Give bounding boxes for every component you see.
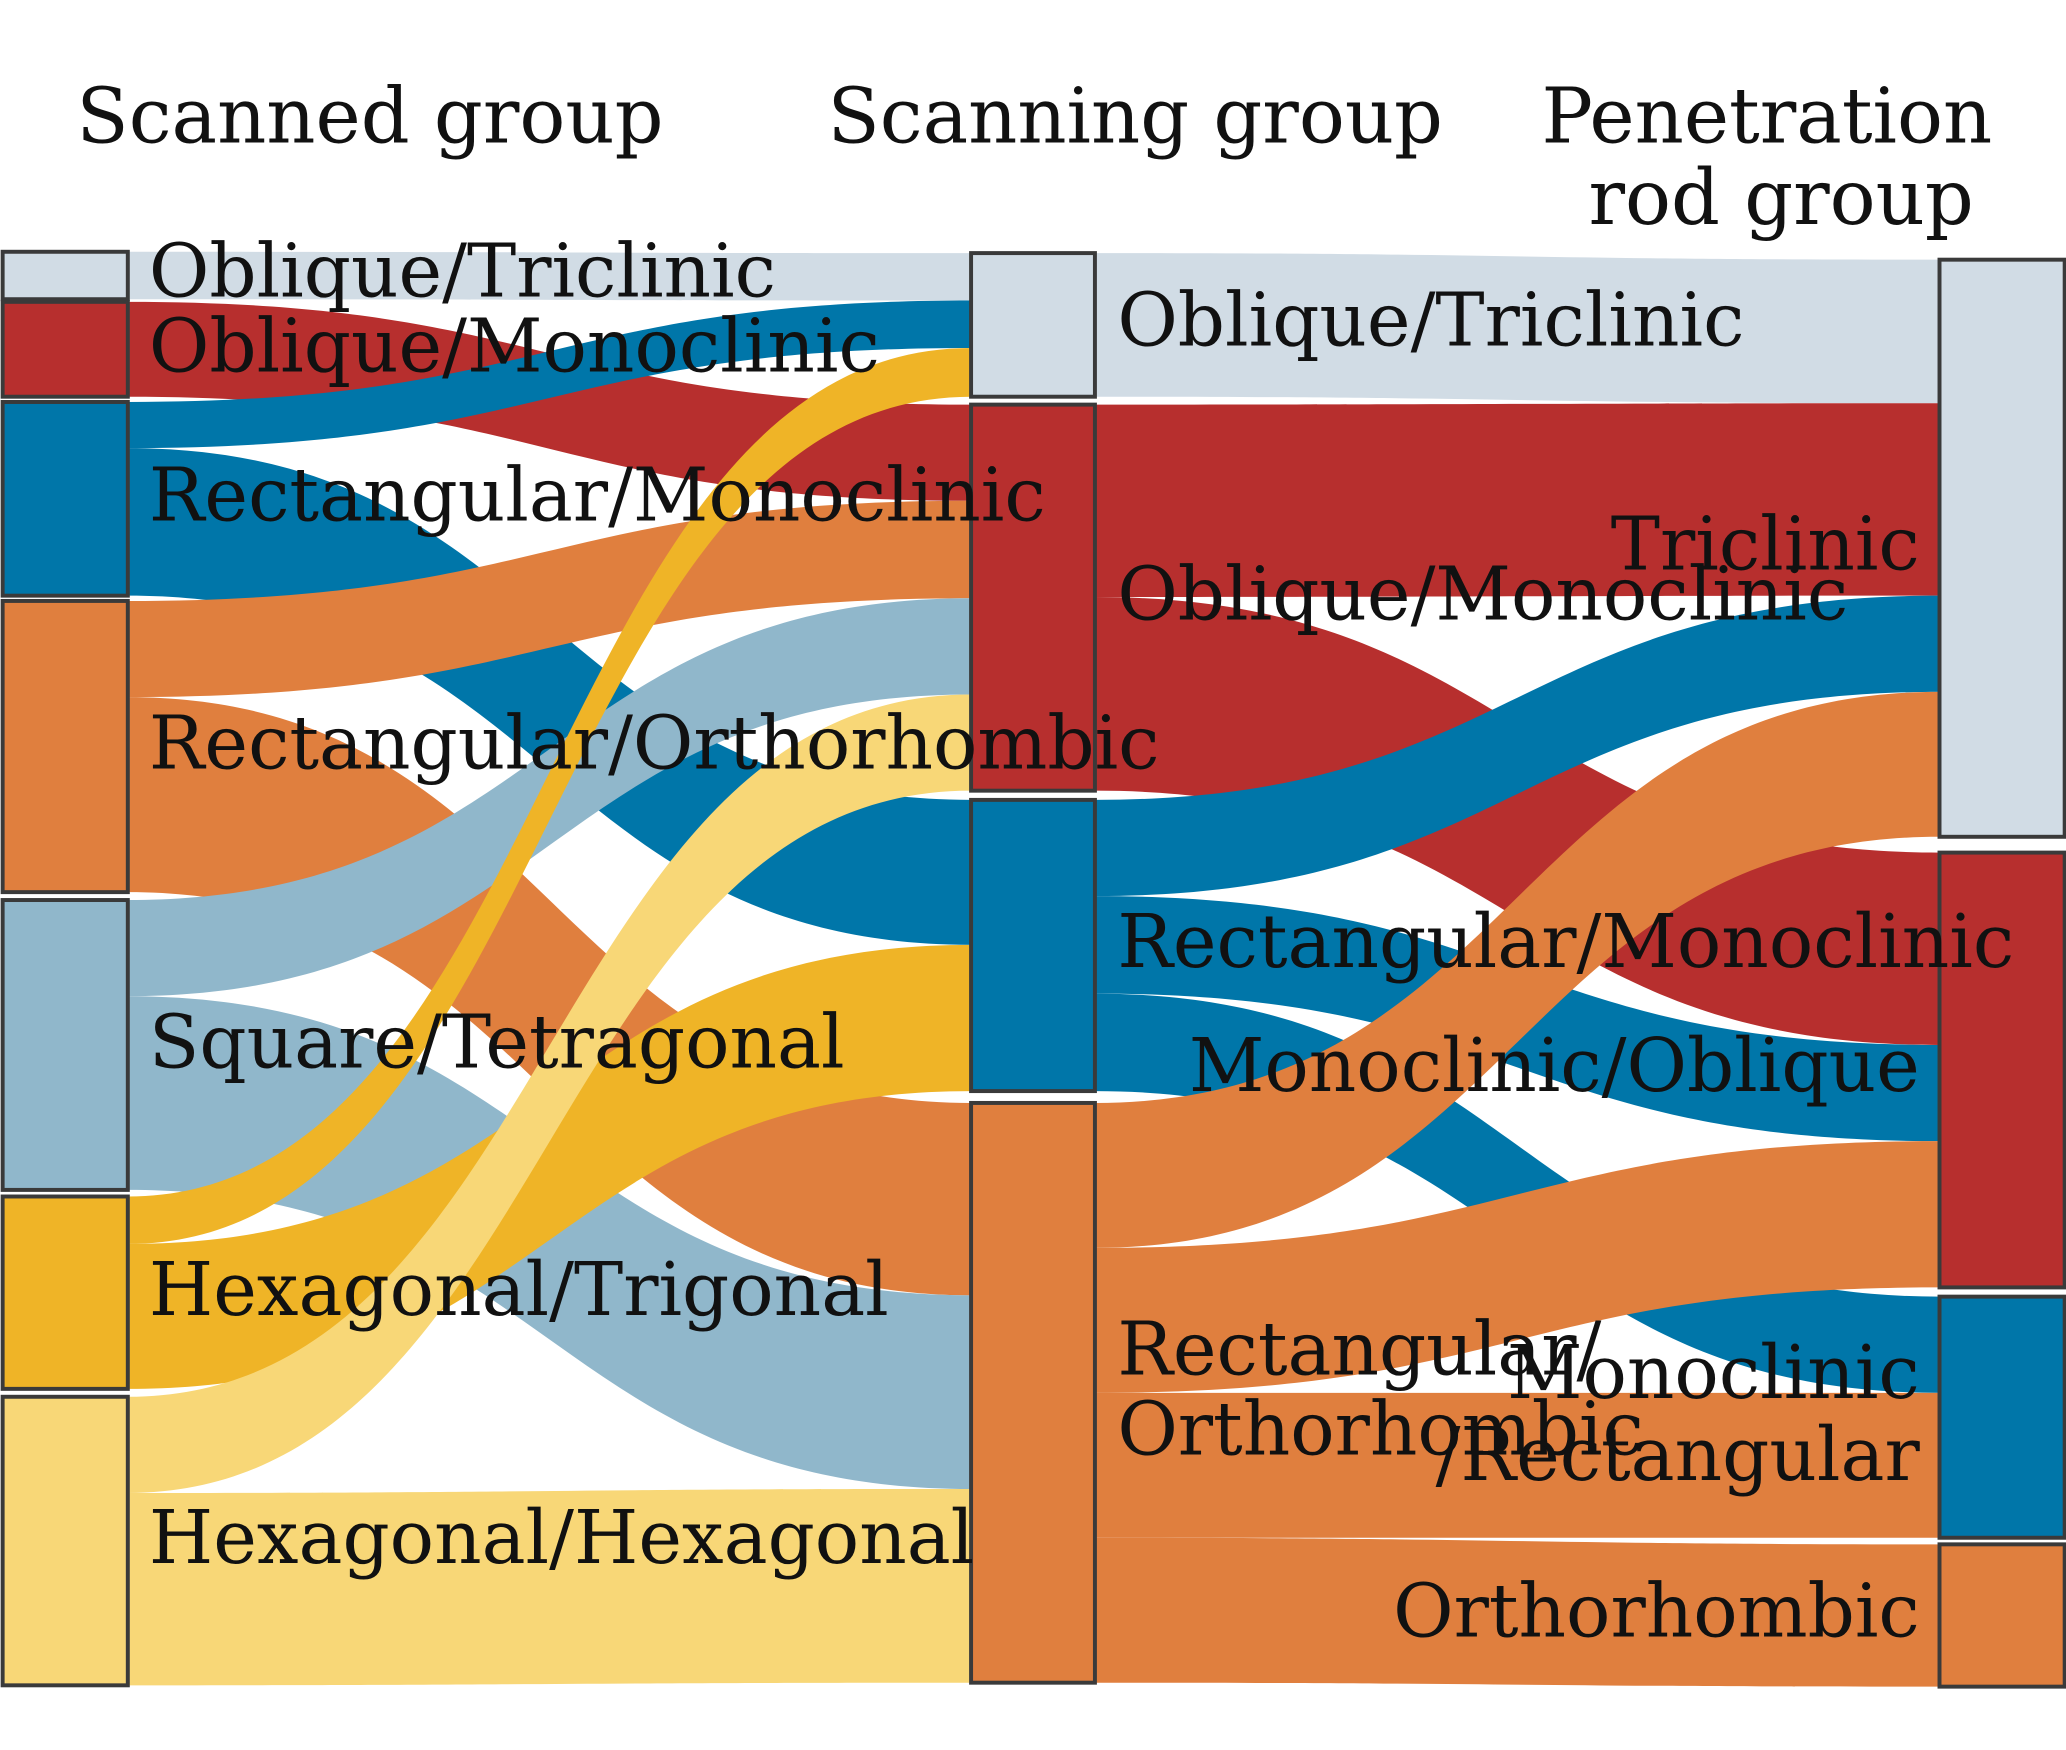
flow-oblique-monoclinic-to-triclinic	[1094, 403, 1940, 597]
flow-hexagonal-trigonal-to-rectangular-monoclinic	[127, 944, 972, 1389]
labels-scanned-group: Oblique/Triclinic Oblique/Monoclinic Rec…	[149, 230, 1160, 1581]
label-scanning-rectangular-orthorhombic-line1: Rectangular/	[1117, 1307, 1601, 1392]
label-scanned-oblique-monoclinic: Oblique/Monoclinic	[149, 305, 880, 390]
node-rod-triclinic	[1937, 257, 2066, 839]
flow-rectangular-monoclinic-to-oblique-triclinic	[127, 300, 972, 449]
header-penetration-rod-group-line2: rod group	[1588, 154, 1973, 243]
node-rod-orthorhombic	[1937, 1542, 2066, 1689]
header-scanning-group: Scanning group	[827, 72, 1443, 161]
node-rod-monoclinic-rectangular	[1937, 1294, 2066, 1540]
label-rod-monoclinic-oblique: Monoclinic/Oblique	[1189, 1024, 1920, 1109]
labels-penetration-rod-group: Triclinic Monoclinic/Oblique Monoclinic …	[1189, 502, 1921, 1654]
flow-hexagonal-hexagonal-to-rectangular-orthorhombic	[127, 1489, 972, 1686]
flow-rectangular-orthorhombic-to-oblique-monoclinic	[127, 500, 972, 698]
node-scanned-hexagonal-hexagonal	[0, 1394, 130, 1688]
label-scanning-rectangular-orthorhombic-line2: Orthorhombic	[1117, 1388, 1644, 1473]
flow-rectangular-orthorhombic-to-triclinic	[1094, 691, 1940, 1248]
node-scanned-rectangular-orthorhombic	[0, 598, 130, 895]
node-scanned-rectangular-monoclinic	[0, 400, 130, 598]
node-scanning-oblique-monoclinic	[969, 402, 1097, 793]
node-scanning-oblique-triclinic	[969, 251, 1097, 399]
label-scanned-square-tetragonal: Square/Tetragonal	[149, 1000, 845, 1085]
label-scanning-rectangular-monoclinic: Rectangular/Monoclinic	[1117, 900, 2014, 985]
node-scanned-oblique-triclinic	[0, 249, 130, 302]
flow-hexagonal-hexagonal-to-oblique-monoclinic	[127, 694, 972, 1493]
label-rod-triclinic: Triclinic	[1611, 502, 1920, 587]
nodes-penetration-rod-group	[1937, 257, 2066, 1689]
label-rod-monoclinic-rectangular-line1: Monoclinic	[1507, 1331, 1920, 1416]
flow-rectangular-orthorhombic-to-orthorhombic	[1094, 1537, 1940, 1687]
label-rod-monoclinic-rectangular-line2: /Rectangular	[1436, 1413, 1921, 1498]
label-scanned-hexagonal-trigonal: Hexagonal/Trigonal	[149, 1248, 889, 1333]
nodes-scanning-group	[969, 251, 1097, 1685]
label-scanning-oblique-triclinic: Oblique/Triclinic	[1117, 278, 1744, 363]
label-scanned-hexagonal-hexagonal: Hexagonal/Hexagonal	[149, 1496, 974, 1581]
label-scanned-rectangular-orthorhombic: Rectangular/Orthorhombic	[149, 701, 1160, 786]
nodes-scanned-group	[0, 249, 130, 1688]
flow-oblique-monoclinic-to-monoclinic-oblique	[1094, 596, 1940, 1045]
label-scanned-oblique-triclinic: Oblique/Triclinic	[149, 230, 776, 315]
flow-oblique-triclinic-to-triclinic	[1094, 253, 1940, 404]
flow-oblique-triclinic-to-oblique-triclinic	[127, 251, 972, 301]
flows-scanned-to-scanning	[127, 251, 972, 1686]
flow-hexagonal-trigonal-to-oblique-triclinic	[127, 347, 972, 1244]
node-scanning-rectangular-orthorhombic	[969, 1100, 1097, 1685]
node-scanned-hexagonal-trigonal	[0, 1194, 130, 1391]
node-scanned-square-tetragonal	[0, 898, 130, 1192]
node-rod-monoclinic-oblique	[1937, 850, 2066, 1290]
flow-rectangular-orthorhombic-to-monoclinic-oblique	[1094, 1141, 1940, 1393]
header-penetration-rod-group-line1: Penetration	[1541, 72, 1992, 161]
label-scanned-rectangular-monoclinic: Rectangular/Monoclinic	[149, 454, 1046, 539]
flows-scanning-to-rod	[1094, 253, 1940, 1687]
node-scanned-oblique-monoclinic	[0, 299, 130, 399]
node-scanning-rectangular-monoclinic	[969, 797, 1097, 1094]
label-scanning-oblique-monoclinic: Oblique/Monoclinic	[1117, 552, 1848, 637]
flow-rectangular-orthorhombic-to-monoclinic-rectangular	[1094, 1392, 1940, 1538]
label-rod-orthorhombic: Orthorhombic	[1393, 1570, 1920, 1655]
header-scanned-group: Scanned group	[76, 72, 663, 161]
flow-rectangular-monoclinic-to-triclinic	[1094, 595, 1940, 897]
flow-rectangular-orthorhombic-to-rectangular-orthorhombic	[127, 697, 972, 1296]
labels-scanning-group: Oblique/Triclinic Oblique/Monoclinic Rec…	[1117, 278, 2014, 1472]
